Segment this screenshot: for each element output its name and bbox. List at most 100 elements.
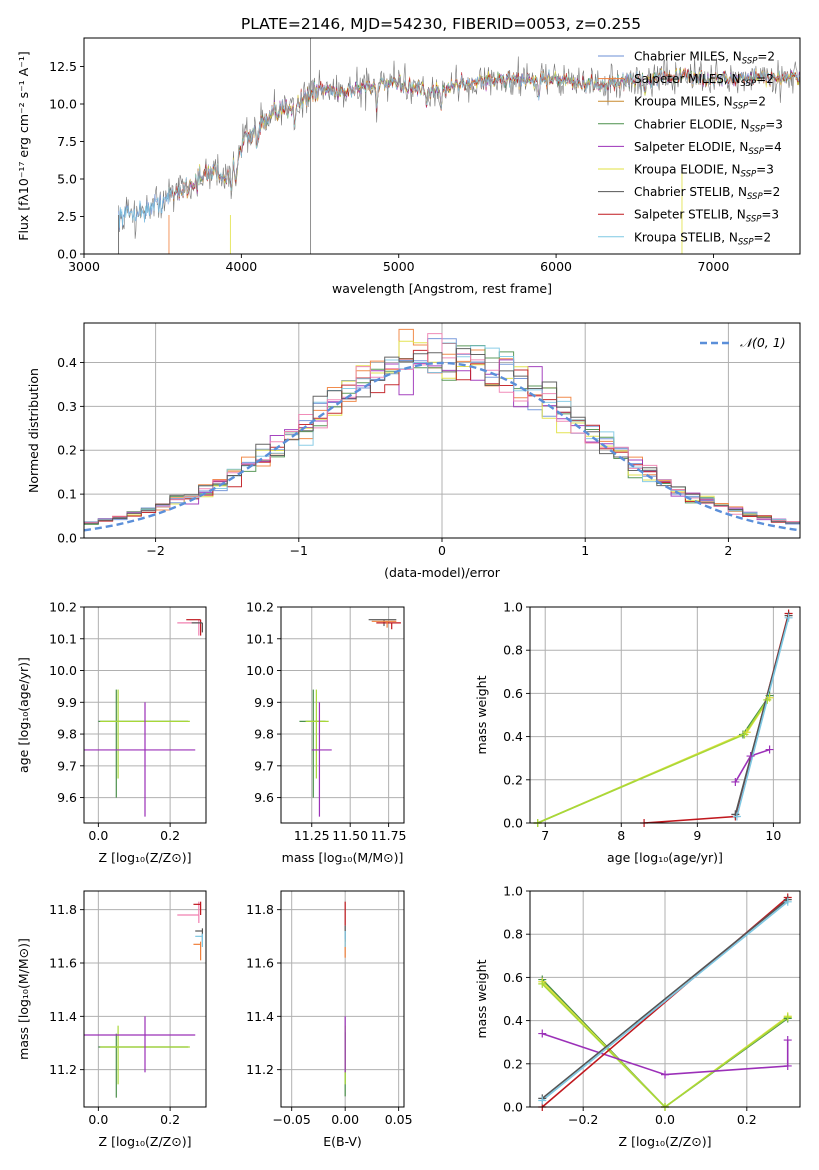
- plot-area: [84, 891, 206, 1107]
- y-tick-label: 0.8: [503, 643, 523, 658]
- y-axis-label: age [log₁₀(age/yr)]: [16, 657, 31, 773]
- x-tick-label: 8: [617, 828, 625, 843]
- x-tick-label: −1: [290, 543, 308, 558]
- plots-layer: 3000 4000 5000 6000 70000.02.55.07.510.012.5…: [16, 37, 801, 1149]
- y-tick-label: 12.5: [49, 59, 77, 74]
- normal-legend-label: 𝒩(0, 1): [740, 335, 786, 350]
- legend-label: Salpeter STELIB, NSSP=3: [634, 208, 779, 225]
- y-tick-label: 9.8: [57, 727, 77, 742]
- y-tick-label: 10.0: [49, 97, 77, 112]
- y-tick-label: 0.8: [503, 927, 523, 942]
- mass-weight-marker: [538, 1029, 547, 1038]
- y-axis-label: Normed distribution: [26, 368, 41, 493]
- x-tick-label: 5000: [383, 259, 415, 274]
- y-tick-label: 9.9: [57, 695, 77, 710]
- y-tick-label: 11.2: [246, 1062, 274, 1077]
- x-axis-label: Z [log₁₀(Z/Z⊙)]: [99, 1134, 192, 1149]
- y-tick-label: 10.0: [49, 663, 77, 678]
- y-tick-label: 10.0: [246, 663, 274, 678]
- y-tick-label: 0.2: [503, 772, 523, 787]
- x-tick-label: 11.75: [371, 828, 407, 843]
- plot-area: [84, 323, 800, 538]
- y-tick-label: 9.9: [254, 695, 274, 710]
- y-tick-label: 0.0: [503, 816, 523, 831]
- x-tick-label: 4000: [225, 259, 257, 274]
- x-tick-label: 0.0: [655, 1112, 675, 1127]
- axes-spectrum: 3000 4000 5000 6000 7000 0.0 2.5 5.0 7.5 10.0 12.5…: [16, 37, 801, 296]
- y-tick-label: 10.1: [246, 631, 274, 646]
- axes-frame: [83, 890, 207, 1108]
- x-tick-label: 0.2: [737, 1112, 757, 1127]
- mass-weight-marker: [740, 730, 749, 739]
- y-tick-label: 11.8: [246, 902, 274, 917]
- axes-massweight_vs_Z: −0.2 0.0 0.2 0.0 0.2 0.4 0.6 0.8 1.0 Z [log₁₀(Z/Z…: [474, 884, 801, 1149]
- x-axis-label: Z [log₁₀(Z/Z⊙)]: [619, 1134, 712, 1149]
- y-tick-label: 5.0: [57, 172, 77, 187]
- y-tick-label: 11.6: [49, 956, 77, 971]
- y-tick-label: 10.1: [49, 631, 77, 646]
- axes-age_vs_mass: 11.25 11.50 11.75 9.6 9.7 9.8 9.9 10.0 10.1 10.2 m…: [246, 600, 406, 866]
- axes-mass_vs_ebv: −0.05 0.00 0.05 11.2 11.4 11.6 11.8 E(B-V): [246, 890, 413, 1149]
- figure-title: PLATE=2146, MJD=54230, FIBERID=0053, z=0…: [241, 15, 641, 33]
- y-axis-label: mass [log₁₀(M/M⊙)]: [16, 938, 31, 1060]
- y-tick-label: 9.6: [57, 790, 77, 805]
- y-tick-label: 11.4: [49, 1009, 77, 1024]
- plot-area: [281, 607, 404, 823]
- y-tick-label: 11.8: [49, 902, 77, 917]
- y-tick-label: 0.6: [503, 970, 523, 985]
- mass-weight-line: [541, 901, 789, 1102]
- spectrum-legend: Chabrier MILES, NSSP=2 Salpeter MILES, NS…: [598, 50, 783, 247]
- y-tick-label: 0.2: [503, 1056, 523, 1071]
- mass-weight-marker: [661, 1070, 669, 1079]
- legend-label: Salpeter ELODIE, NSSP=4: [634, 140, 782, 157]
- x-axis-label: wavelength [Angstrom, rest frame]: [332, 281, 552, 296]
- axes-frame: [280, 890, 405, 1108]
- axes-frame: [83, 322, 801, 539]
- y-tick-label: 9.7: [254, 758, 274, 773]
- y-axis-label: Flux [fλ10⁻¹⁷ erg cm⁻² s⁻¹ A⁻¹]: [16, 51, 31, 240]
- y-tick-label: 0.4: [503, 1013, 523, 1028]
- plot-area: [530, 891, 800, 1107]
- x-axis-label: mass [log₁₀(M/M⊙)]: [282, 850, 404, 865]
- axes-frame: [529, 606, 801, 824]
- y-tick-label: 11.4: [246, 1009, 274, 1024]
- mass-weight-marker: [783, 897, 792, 906]
- y-axis-label: mass weight: [474, 675, 489, 754]
- mass-weight-marker: [765, 745, 774, 754]
- mass-weight-marker: [763, 695, 772, 704]
- y-tick-label: 0.6: [503, 686, 523, 701]
- y-tick-label: 1.0: [503, 884, 523, 899]
- x-tick-label: 7: [541, 828, 549, 843]
- mass-weight-line: [736, 617, 790, 817]
- y-tick-label: 0.4: [503, 729, 523, 744]
- mass-weight-line: [541, 898, 789, 1100]
- x-tick-label: −0.2: [568, 1112, 598, 1127]
- x-tick-label: 11.50: [332, 828, 368, 843]
- axes-frame: [83, 606, 207, 824]
- y-tick-label: 11.2: [49, 1062, 77, 1077]
- y-tick-label: 0.4: [57, 355, 77, 370]
- mass-weight-line: [541, 983, 789, 1107]
- x-tick-label: 1: [581, 543, 589, 558]
- y-tick-label: 11.6: [246, 956, 274, 971]
- y-tick-label: 9.7: [57, 758, 77, 773]
- mass-weight-marker: [783, 1061, 792, 1070]
- y-tick-label: 0.0: [57, 531, 77, 546]
- y-axis-label: mass weight: [474, 959, 489, 1038]
- mass-weight-marker: [731, 777, 740, 786]
- axes-frame: [83, 37, 801, 255]
- y-tick-label: 9.8: [254, 727, 274, 742]
- mass-weight-marker: [783, 1013, 792, 1022]
- x-tick-label: 7000: [698, 259, 730, 274]
- x-axis-label: age [log₁₀(age/yr)]: [607, 850, 723, 865]
- x-axis-label: Z [log₁₀(Z/Z⊙)]: [99, 850, 192, 865]
- y-tick-label: 0.0: [503, 1100, 523, 1115]
- y-tick-label: 0.2: [57, 443, 77, 458]
- plot-area: [281, 891, 404, 1107]
- x-tick-label: 0.0: [88, 1112, 108, 1127]
- histogram-step-line: [84, 333, 800, 523]
- spectrum-model-line: [171, 67, 800, 200]
- x-tick-label: 3000: [68, 259, 100, 274]
- y-tick-label: 0.1: [57, 487, 77, 502]
